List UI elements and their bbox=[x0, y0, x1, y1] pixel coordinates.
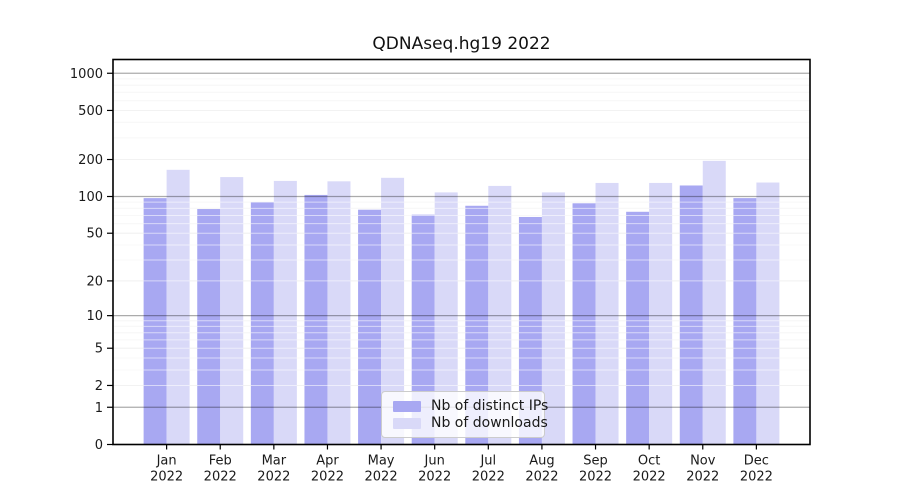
bar-mar-ips bbox=[250, 202, 274, 445]
x-tick-label: Aug 2022 bbox=[525, 454, 558, 485]
bar-jul-ips bbox=[465, 205, 489, 445]
legend-label-distinct-ips: Nb of distinct IPs bbox=[431, 398, 549, 414]
x-tick-label: Apr 2022 bbox=[311, 454, 344, 485]
bar-oct-downloads bbox=[649, 182, 673, 445]
x-tick-label: May 2022 bbox=[365, 454, 398, 485]
x-tick-label: Jul 2022 bbox=[472, 454, 505, 485]
y-tick-label: 20 bbox=[86, 274, 103, 289]
bar-apr-ips bbox=[304, 194, 328, 445]
y-tick-label: 100 bbox=[78, 190, 103, 205]
y-tick-label: 1 bbox=[95, 401, 103, 416]
y-tick-label: 200 bbox=[78, 153, 103, 168]
x-tick-label: Mar 2022 bbox=[257, 454, 290, 485]
legend-item-downloads: Nb of downloads bbox=[393, 415, 548, 431]
y-tick-label: 50 bbox=[86, 227, 103, 242]
bar-jul-downloads bbox=[488, 185, 512, 445]
bar-apr-downloads bbox=[327, 181, 351, 445]
bar-aug-downloads bbox=[541, 192, 565, 445]
bar-sep-downloads bbox=[595, 182, 619, 445]
bar-sep-ips bbox=[572, 203, 596, 445]
plot-border bbox=[112, 58, 811, 446]
x-tick-label: Jun 2022 bbox=[418, 454, 451, 485]
chart-title: QDNAseq.hg19 2022 bbox=[372, 34, 551, 54]
legend-swatch-distinct-ips bbox=[393, 400, 421, 412]
y-tick-label: 1000 bbox=[70, 67, 103, 82]
x-tick-label: Feb 2022 bbox=[204, 454, 237, 485]
bar-mar-downloads bbox=[273, 180, 297, 445]
bar-nov-downloads bbox=[702, 160, 726, 445]
x-tick-label: Oct 2022 bbox=[633, 454, 666, 485]
bar-nov-ips bbox=[679, 185, 703, 445]
x-tick-label: Dec 2022 bbox=[740, 454, 773, 485]
x-tick-label: Sep 2022 bbox=[579, 454, 612, 485]
y-tick-label: 5 bbox=[95, 342, 103, 357]
bar-jan-downloads bbox=[166, 169, 190, 445]
y-tick-label: 500 bbox=[78, 104, 103, 119]
bar-feb-downloads bbox=[220, 177, 244, 445]
y-tick-label: 2 bbox=[95, 379, 103, 394]
bar-jun-downloads bbox=[434, 192, 458, 445]
bar-oct-ips bbox=[626, 211, 650, 445]
legend-swatch-downloads bbox=[393, 417, 421, 429]
chart-legend: Nb of distinct IPs Nb of downloads bbox=[381, 391, 548, 438]
legend-item-distinct-ips: Nb of distinct IPs bbox=[393, 398, 548, 414]
x-tick-label: Jan 2022 bbox=[150, 454, 183, 485]
x-tick-label: Nov 2022 bbox=[686, 454, 719, 485]
y-tick-label: 10 bbox=[86, 309, 103, 324]
y-tick-label: 0 bbox=[95, 438, 103, 453]
bar-aug-ips bbox=[518, 216, 542, 445]
legend-label-downloads: Nb of downloads bbox=[431, 415, 548, 431]
bar-jun-ips bbox=[411, 214, 435, 445]
bar-dec-downloads bbox=[756, 182, 780, 445]
